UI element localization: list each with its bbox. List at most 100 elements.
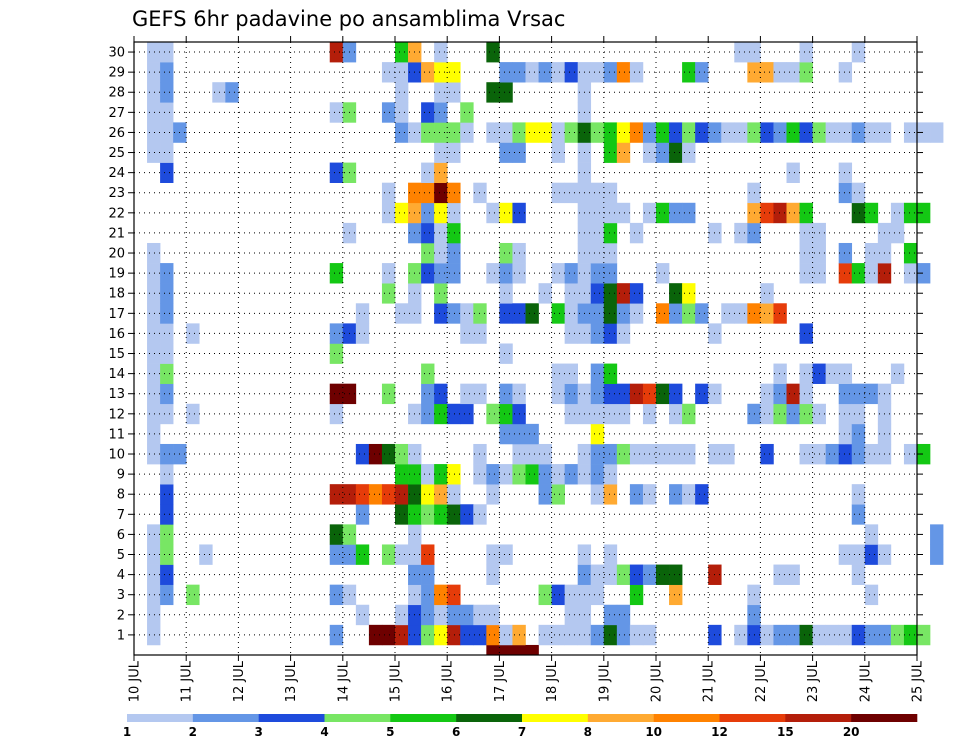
heatmap-cell	[629, 383, 644, 405]
legend-swatch	[587, 714, 654, 722]
heatmap-cell	[329, 102, 344, 123]
heatmap-cell	[564, 584, 578, 606]
heatmap-cell	[838, 403, 853, 425]
heatmap-cell	[460, 504, 474, 525]
heatmap-cell	[629, 62, 644, 83]
heatmap-cell	[421, 222, 435, 244]
heatmap-cell	[590, 443, 605, 465]
heatmap-cell	[590, 62, 605, 83]
heatmap-cell	[669, 283, 683, 304]
x-tick-label: 21 JUL	[702, 660, 717, 702]
heatmap-cell	[447, 182, 461, 204]
heatmap-cell	[864, 242, 879, 264]
heatmap-cell	[434, 263, 448, 284]
heatmap-cell	[551, 122, 565, 143]
heatmap-cell	[499, 383, 513, 405]
heatmap-cell	[564, 283, 578, 304]
heatmap-cell	[799, 263, 813, 284]
heatmap-cell	[368, 624, 383, 646]
heatmap-cell	[160, 484, 174, 505]
legend-swatch	[719, 714, 786, 722]
heatmap-cell	[147, 383, 161, 405]
heatmap-cell	[160, 102, 174, 123]
heatmap-cell	[629, 564, 644, 585]
x-tick-label: 15 JUL	[389, 660, 404, 702]
heatmap-cell	[434, 624, 448, 646]
heatmap-cell	[564, 464, 578, 485]
heatmap-cell	[538, 122, 552, 143]
heatmap-cell	[160, 343, 174, 364]
heatmap-cell	[773, 62, 787, 83]
legend-swatch	[390, 714, 457, 722]
heatmap-cell	[434, 504, 448, 525]
heatmap-cell	[551, 484, 565, 505]
heatmap-cell	[799, 42, 813, 63]
heatmap-cell	[864, 263, 879, 284]
heatmap-cell	[786, 122, 800, 143]
heatmap-cell	[590, 303, 605, 324]
heatmap-cell	[447, 202, 461, 224]
heatmap-cell	[603, 403, 618, 425]
heatmap-cell	[499, 62, 513, 83]
heatmap-cell	[460, 624, 474, 646]
heatmap-cell	[616, 403, 631, 425]
heatmap-cell	[499, 343, 513, 364]
heatmap-cell	[551, 584, 565, 606]
x-tick-label: 16 JUL	[441, 660, 456, 702]
heatmap-cell	[603, 484, 618, 505]
heatmap-cell	[160, 464, 174, 485]
heatmap-cell	[682, 142, 696, 163]
y-tick-label: 18	[108, 287, 125, 302]
heatmap-cell	[212, 82, 226, 103]
legend-label: 7	[518, 725, 526, 739]
heatmap-cell	[890, 222, 905, 244]
heatmap-cell	[486, 122, 500, 143]
y-tick-label: 21	[108, 226, 125, 241]
heatmap-cell	[682, 484, 696, 505]
heatmap-cell	[786, 383, 800, 405]
heatmap-cell	[421, 584, 435, 606]
heatmap-cell	[917, 263, 931, 284]
gridlines	[134, 42, 917, 655]
heatmap-cell	[656, 122, 670, 143]
heatmap-cell	[851, 423, 866, 445]
heatmap-cell	[160, 504, 174, 525]
heatmap-cell	[616, 624, 631, 646]
heatmap-cell	[551, 182, 565, 204]
heatmap-cell	[734, 122, 748, 143]
heatmap-cell	[603, 323, 618, 344]
heatmap-cell	[499, 644, 513, 656]
heatmap-cell	[447, 604, 461, 626]
heatmap-cell	[186, 403, 200, 425]
heatmap-cell	[629, 303, 644, 324]
heatmap-cell	[629, 584, 644, 606]
heatmap-cell	[851, 202, 866, 224]
heatmap-cell	[656, 443, 670, 465]
y-tick-label: 16	[108, 327, 125, 342]
heatmap-cell	[368, 484, 383, 505]
heatmap-cell	[460, 604, 474, 626]
heatmap-cell	[760, 403, 774, 425]
legend-swatch	[851, 714, 918, 722]
heatmap-cell	[147, 363, 161, 384]
legend-label: 5	[386, 725, 394, 739]
heatmap-cell	[486, 42, 500, 63]
heatmap-cell	[629, 222, 644, 244]
y-tick-label: 22	[108, 206, 125, 221]
heatmap-cell	[329, 544, 344, 565]
heatmap-cell	[799, 62, 813, 83]
heatmap-cell	[890, 202, 905, 224]
heatmap-cell	[603, 62, 618, 83]
heatmap-cell	[147, 82, 161, 103]
heatmap-cell	[669, 202, 683, 224]
heatmap-cell	[656, 383, 670, 405]
heatmap-cell	[851, 42, 866, 63]
heatmap-cell	[421, 544, 435, 565]
heatmap-cell	[590, 283, 605, 304]
heatmap-cell	[616, 283, 631, 304]
y-tick-label: 2	[117, 608, 125, 623]
heatmap-cell	[434, 242, 448, 264]
heatmap-cell	[773, 202, 787, 224]
heatmap-cell	[551, 142, 565, 163]
heatmap-cell	[147, 423, 161, 445]
